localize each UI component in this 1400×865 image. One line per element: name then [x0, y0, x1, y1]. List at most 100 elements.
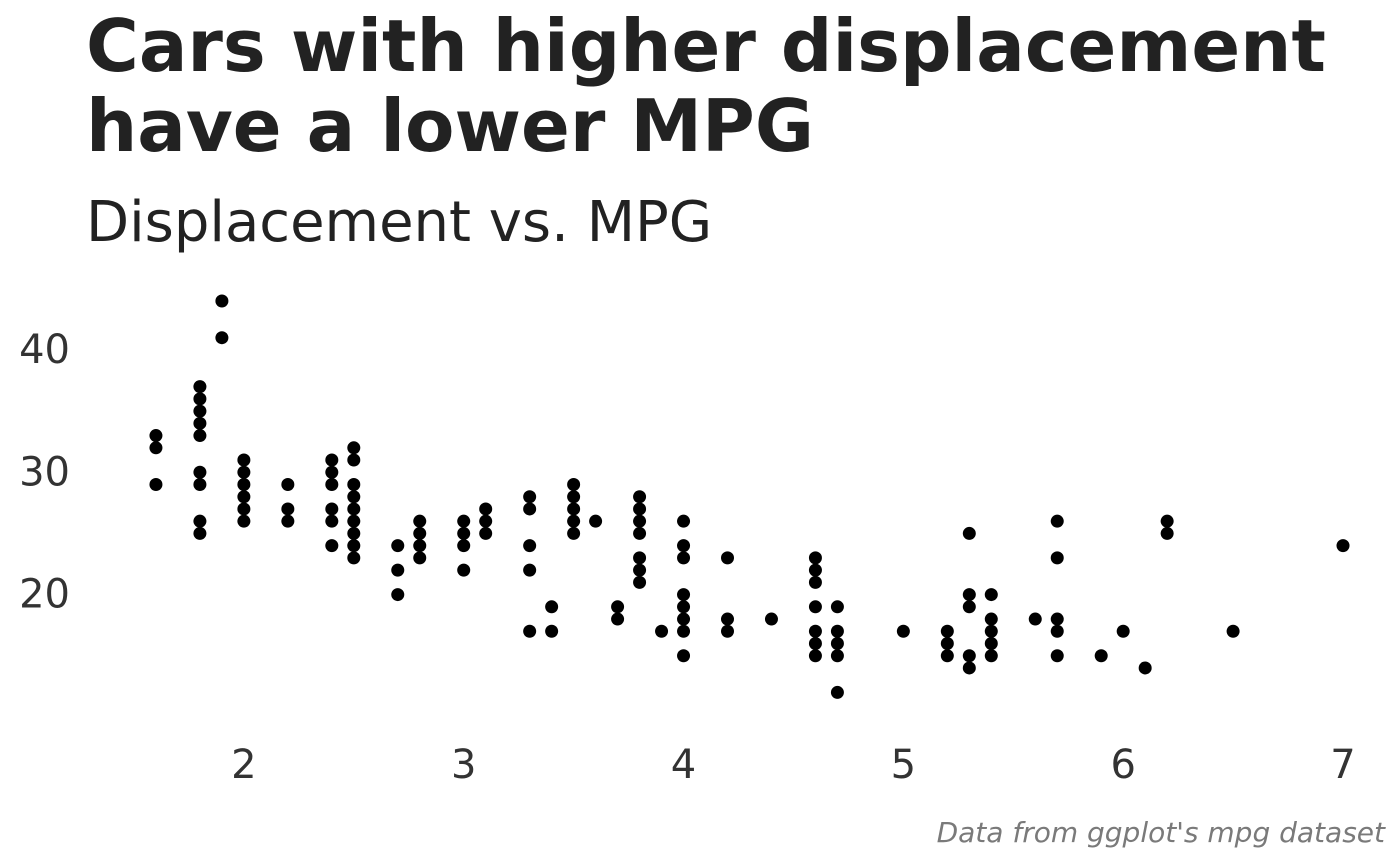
- data-point: [523, 563, 537, 577]
- x-tick-label: 5: [891, 742, 916, 788]
- data-point: [611, 612, 625, 626]
- data-point: [347, 502, 361, 516]
- data-point: [149, 477, 163, 491]
- data-point: [193, 514, 207, 528]
- data-point: [1050, 514, 1064, 528]
- x-tick-label: 2: [231, 742, 256, 788]
- chart-caption: Data from ggplot's mpg dataset: [936, 816, 1385, 849]
- data-point: [1094, 649, 1108, 663]
- data-point: [589, 514, 603, 528]
- data-point: [984, 637, 998, 651]
- data-point: [633, 563, 647, 577]
- data-point: [611, 600, 625, 614]
- x-axis-tick-labels: 2 3 4 5 6 7: [231, 742, 1356, 788]
- data-point: [567, 477, 581, 491]
- x-tick-label: 7: [1330, 742, 1355, 788]
- data-point: [808, 624, 822, 638]
- data-point: [237, 477, 251, 491]
- data-point: [1050, 551, 1064, 565]
- data-point: [1138, 661, 1152, 675]
- data-point: [457, 514, 471, 528]
- data-point: [193, 429, 207, 443]
- data-point: [633, 551, 647, 565]
- data-point: [325, 502, 339, 516]
- data-point: [237, 465, 251, 479]
- data-point: [193, 477, 207, 491]
- data-point: [347, 477, 361, 491]
- data-point: [193, 380, 207, 394]
- y-tick-label: 30: [19, 449, 70, 495]
- data-point: [523, 502, 537, 516]
- data-point: [523, 539, 537, 553]
- data-point: [940, 649, 954, 663]
- data-point: [830, 685, 844, 699]
- data-point: [830, 649, 844, 663]
- data-point: [193, 526, 207, 540]
- data-point: [984, 624, 998, 638]
- data-point: [391, 588, 405, 602]
- data-point: [237, 490, 251, 504]
- data-point: [325, 539, 339, 553]
- data-point: [984, 649, 998, 663]
- data-point: [215, 331, 229, 345]
- data-point: [677, 514, 691, 528]
- data-point: [237, 502, 251, 516]
- data-point: [655, 624, 669, 638]
- data-point: [721, 551, 734, 565]
- data-point: [193, 416, 207, 430]
- data-point: [962, 600, 976, 614]
- data-point: [677, 551, 691, 565]
- data-point: [1028, 612, 1042, 626]
- y-tick-label: 40: [19, 327, 70, 373]
- data-point: [149, 441, 163, 455]
- data-point: [633, 575, 647, 589]
- data-point: [1160, 514, 1174, 528]
- data-point: [1160, 526, 1174, 540]
- data-point: [325, 465, 339, 479]
- data-point: [347, 490, 361, 504]
- data-point: [325, 477, 339, 491]
- data-point: [325, 453, 339, 467]
- data-point: [193, 465, 207, 479]
- data-point: [413, 539, 427, 553]
- data-point: [896, 624, 910, 638]
- data-point: [237, 514, 251, 528]
- data-point: [391, 539, 405, 553]
- data-point: [1116, 624, 1130, 638]
- data-point: [1050, 624, 1064, 638]
- data-point: [567, 526, 581, 540]
- data-point: [633, 514, 647, 528]
- y-tick-label: 20: [19, 572, 70, 618]
- data-points: [149, 294, 1350, 699]
- data-point: [215, 294, 229, 308]
- data-point: [347, 441, 361, 455]
- chart-subtitle: Displacement vs. MPG: [86, 190, 713, 255]
- data-point: [1226, 624, 1240, 638]
- chart-title: Cars with higher displacement have a low…: [86, 4, 1326, 168]
- data-point: [457, 563, 471, 577]
- data-point: [347, 539, 361, 553]
- data-point: [808, 600, 822, 614]
- data-point: [523, 490, 537, 504]
- data-point: [808, 637, 822, 651]
- data-point: [413, 526, 427, 540]
- x-tick-label: 3: [451, 742, 476, 788]
- x-tick-label: 4: [671, 742, 696, 788]
- data-point: [677, 649, 691, 663]
- data-point: [281, 514, 295, 528]
- data-point: [984, 588, 998, 602]
- data-point: [479, 514, 493, 528]
- data-point: [567, 490, 581, 504]
- data-point: [347, 551, 361, 565]
- data-point: [808, 563, 822, 577]
- data-point: [764, 612, 778, 626]
- data-point: [1050, 612, 1064, 626]
- data-point: [545, 624, 559, 638]
- data-point: [149, 429, 163, 443]
- data-point: [721, 612, 734, 626]
- data-point: [962, 661, 976, 675]
- data-point: [940, 624, 954, 638]
- data-point: [413, 514, 427, 528]
- data-point: [830, 637, 844, 651]
